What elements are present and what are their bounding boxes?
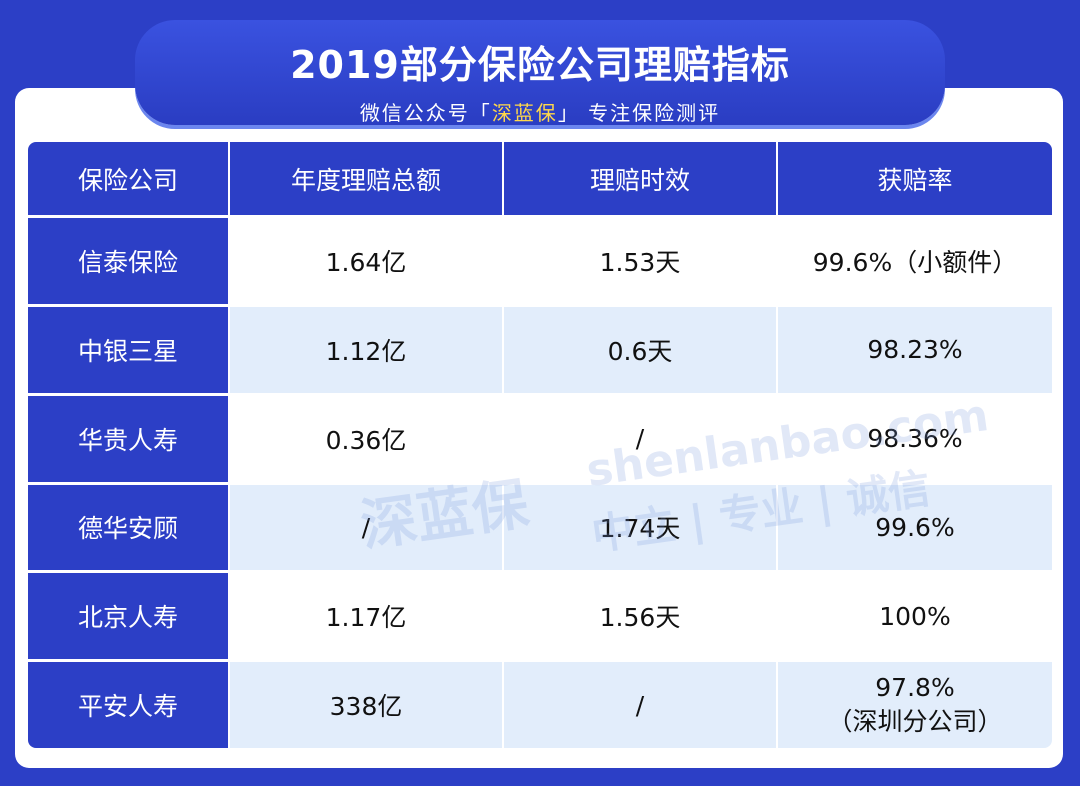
row-header: 信泰保险 — [28, 218, 228, 304]
header: 2019部分保险公司理赔指标 微信公众号「深蓝保」 专注保险测评 — [135, 20, 945, 125]
column-header: 理赔时效 — [504, 142, 776, 215]
table-cell: 1.17亿 — [230, 573, 502, 660]
subtitle: 微信公众号「深蓝保」 专注保险测评 — [135, 97, 945, 126]
table-cell: 1.64亿 — [230, 218, 502, 304]
table-cell: 1.74天 — [504, 484, 776, 571]
table-cell: 1.12亿 — [230, 306, 502, 393]
table-cell: 1.56天 — [504, 573, 776, 660]
table-cell: / — [230, 484, 502, 571]
cell-line: （深圳分公司） — [827, 706, 1003, 736]
table-cell: 0.36亿 — [230, 395, 502, 482]
cell-line: 97.8% — [875, 672, 955, 702]
table-cell: 0.6天 — [504, 306, 776, 393]
table-cell: 97.8% （深圳分公司） — [778, 662, 1052, 748]
row-header: 德华安顾 — [28, 484, 228, 571]
column-header: 获赔率 — [778, 142, 1052, 215]
table-cell: 99.6% — [778, 484, 1052, 571]
table-cell: 98.36% — [778, 395, 1052, 482]
table-cell: 1.53天 — [504, 218, 776, 304]
table: 保险公司 年度理赔总额 理赔时效 获赔率信泰保险 1.64亿 1.53天 99.6%（小额件… — [28, 142, 1052, 748]
title: 2019部分保险公司理赔指标 — [290, 43, 790, 87]
subtitle-prefix: 微信公众号「 — [359, 101, 492, 125]
column-header: 保险公司 — [28, 142, 228, 215]
table-cell: 99.6%（小额件） — [778, 218, 1052, 304]
column-header: 年度理赔总额 — [230, 142, 502, 215]
row-header: 华贵人寿 — [28, 395, 228, 482]
row-header: 平安人寿 — [28, 662, 228, 748]
subtitle-suffix: 」 专注保险测评 — [557, 101, 721, 125]
brand: 深蓝保 — [491, 101, 558, 125]
table-cell: 338亿 — [230, 662, 502, 748]
table-cell: 100% — [778, 573, 1052, 660]
table-cell: 98.23% — [778, 306, 1052, 393]
table-cell: / — [504, 395, 776, 482]
table-cell: / — [504, 662, 776, 748]
row-header: 中银三星 — [28, 306, 228, 393]
row-header: 北京人寿 — [28, 573, 228, 660]
